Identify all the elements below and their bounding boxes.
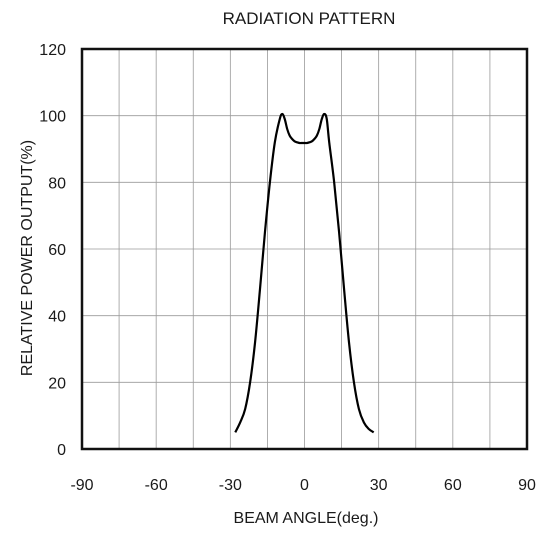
x-tick-labels: -90 -60 -30 0 30 60 90 (70, 477, 536, 494)
y-axis-label: RELATIVE POWER OUTPUT(%) (19, 140, 36, 376)
y-tick-label: 40 (48, 309, 66, 326)
y-tick-label: 80 (48, 175, 66, 192)
y-tick-label: 120 (39, 42, 66, 59)
x-tick-label: -90 (70, 477, 93, 494)
x-tick-label: 0 (300, 477, 309, 494)
x-tick-label: -30 (219, 477, 242, 494)
y-tick-label: 60 (48, 242, 66, 259)
x-tick-label: -60 (145, 477, 168, 494)
x-tick-label: 90 (518, 477, 536, 494)
radiation-pattern-curve (234, 112, 375, 434)
y-tick-label: 0 (57, 442, 66, 459)
curve-group (234, 112, 375, 434)
x-tick-label: 60 (444, 477, 462, 494)
grid (82, 49, 527, 449)
y-tick-label: 20 (48, 375, 66, 392)
y-tick-labels: 0 20 40 60 80 100 120 (39, 42, 66, 459)
x-axis-label: BEAM ANGLE(deg.) (234, 510, 379, 527)
chart-title: RADIATION PATTERN (223, 9, 396, 28)
y-tick-label: 100 (39, 109, 66, 126)
plot-frame (80, 47, 529, 451)
x-tick-label: 30 (370, 477, 388, 494)
